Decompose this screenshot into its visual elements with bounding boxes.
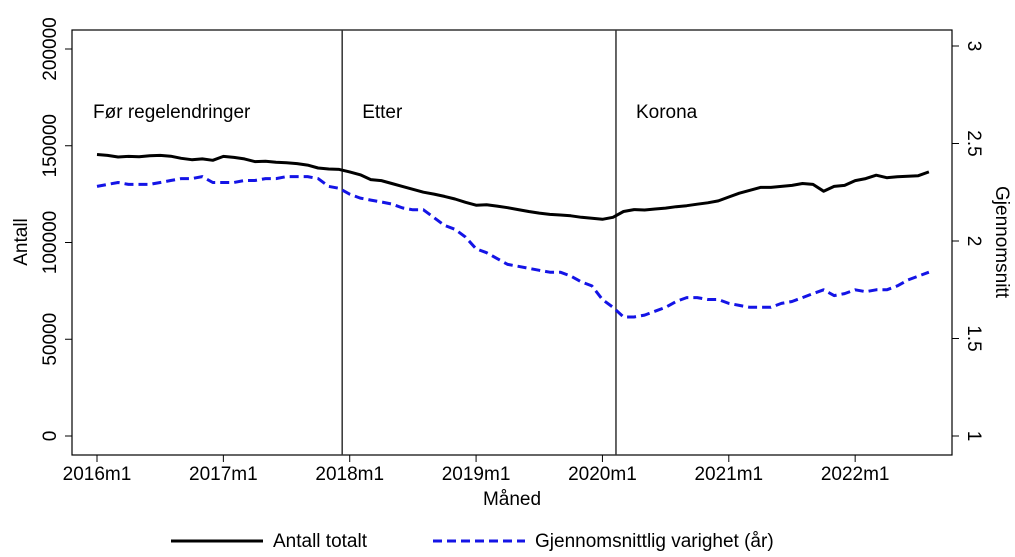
legend-label: Gjennomsnittlig varighet (år) bbox=[535, 531, 774, 552]
y2-tick-label: 1 bbox=[963, 431, 984, 442]
annotation: Korona bbox=[636, 102, 698, 123]
x-tick-label: 2022m1 bbox=[821, 464, 890, 485]
annotation: Etter bbox=[362, 102, 403, 123]
legend-label: Antall totalt bbox=[273, 531, 368, 552]
y-tick-label: 200000 bbox=[40, 17, 61, 80]
plot-frame bbox=[71, 29, 953, 456]
x-tick-label: 2016m1 bbox=[63, 464, 132, 485]
y2-tick-label: 2.5 bbox=[963, 130, 984, 156]
x-tick-label: 2021m1 bbox=[694, 464, 763, 485]
y2-tick-label: 3 bbox=[963, 41, 984, 52]
x-tick-label: 2020m1 bbox=[568, 464, 637, 485]
x-tick-label: 2017m1 bbox=[189, 464, 258, 485]
annotation: Før regelendringer bbox=[93, 102, 251, 123]
y2-tick-label: 2 bbox=[963, 236, 984, 247]
y-tick-label: 50000 bbox=[40, 313, 61, 366]
series-line bbox=[96, 153, 930, 221]
y-tick-label: 150000 bbox=[40, 114, 61, 177]
y-axis-label: Antall bbox=[11, 218, 32, 266]
x-tick-label: 2018m1 bbox=[315, 464, 384, 485]
y-tick-label: 100000 bbox=[40, 211, 61, 274]
y2-tick-label: 1.5 bbox=[963, 325, 984, 351]
y2-axis-label: Gjennomsnitt bbox=[991, 186, 1012, 299]
x-axis-label: Måned bbox=[483, 489, 541, 510]
x-tick-label: 2019m1 bbox=[442, 464, 511, 485]
series-line bbox=[96, 175, 930, 319]
y-tick-label: 0 bbox=[40, 431, 61, 442]
